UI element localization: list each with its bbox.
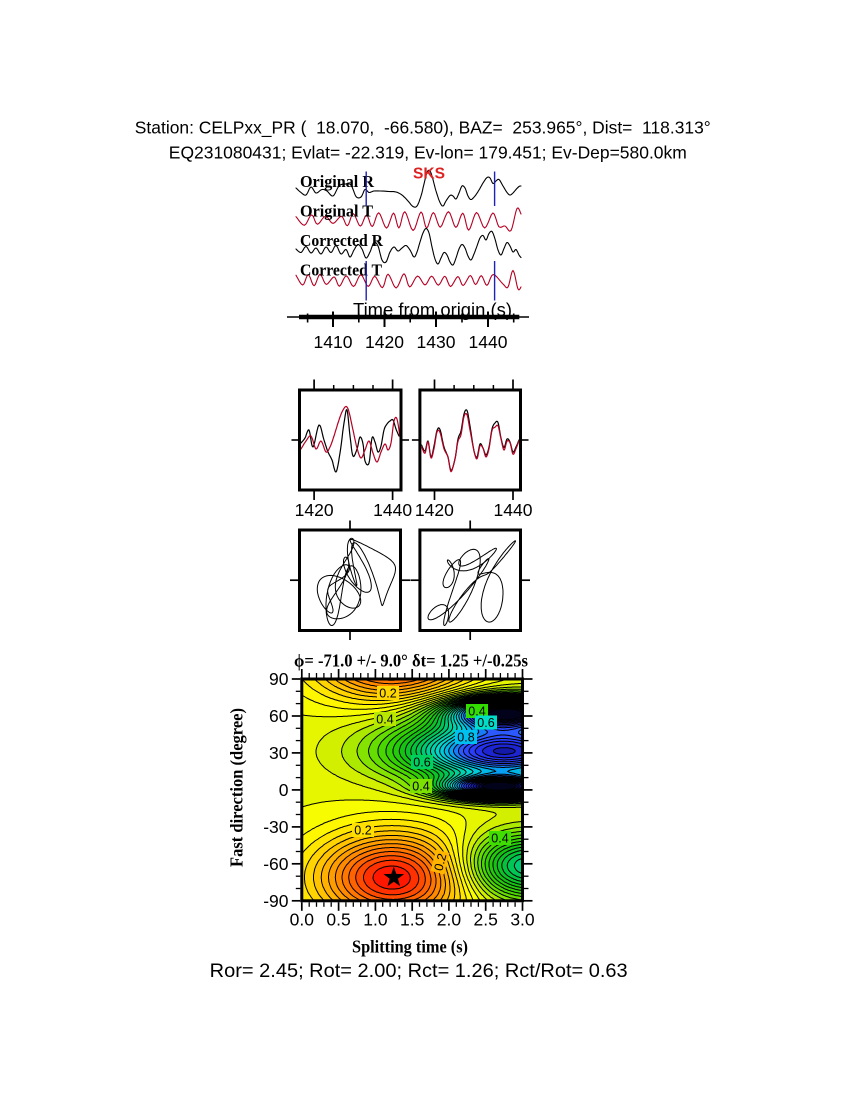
- svg-text:0.5: 0.5: [326, 910, 350, 930]
- svg-text:1420: 1420: [415, 500, 454, 520]
- svg-text:1440: 1440: [494, 500, 533, 520]
- svg-text:Fast direction (degree): Fast direction (degree): [227, 708, 247, 867]
- svg-text:EQ231080431; Evlat= -22.319, E: EQ231080431; Evlat= -22.319, Ev-lon= 179…: [169, 143, 687, 163]
- svg-text:0: 0: [279, 780, 289, 800]
- svg-text:SKS: SKS: [413, 166, 445, 183]
- svg-text:2.5: 2.5: [474, 910, 498, 930]
- svg-text:30: 30: [269, 743, 289, 763]
- svg-text:3.0: 3.0: [510, 910, 535, 930]
- svg-text:1420: 1420: [365, 332, 404, 352]
- svg-text:Original R: Original R: [300, 172, 375, 191]
- svg-text:Ror= 2.45; Rot= 2.00; Rct= 1.2: Ror= 2.45; Rot= 2.00; Rct= 1.26; Rct/Rot…: [210, 960, 628, 982]
- svg-text:1410: 1410: [314, 332, 353, 352]
- svg-text:0.6: 0.6: [477, 716, 494, 730]
- svg-text:0.6: 0.6: [413, 756, 430, 770]
- svg-text:-30: -30: [263, 817, 289, 837]
- svg-text:1430: 1430: [417, 332, 456, 352]
- svg-text:-90: -90: [263, 891, 289, 911]
- svg-text:Corrected T: Corrected T: [300, 261, 382, 280]
- svg-text:0.2: 0.2: [431, 852, 449, 872]
- svg-text:Corrected R: Corrected R: [300, 231, 384, 250]
- svg-text:Splitting time (s): Splitting time (s): [352, 937, 468, 957]
- svg-text:ϕ= -71.0 +/- 9.0° δt= 1.25 +/-: ϕ= -71.0 +/- 9.0° δt= 1.25 +/-0.25s: [294, 651, 528, 671]
- svg-text:0.2: 0.2: [379, 687, 396, 701]
- svg-text:0.8: 0.8: [457, 731, 474, 745]
- svg-text:0.4: 0.4: [376, 713, 393, 727]
- svg-text:Original T: Original T: [300, 202, 373, 221]
- svg-text:-60: -60: [263, 854, 289, 874]
- svg-text:60: 60: [269, 706, 289, 726]
- svg-text:Station: CELPxx_PR ( 18.070,: Station: CELPxx_PR ( 18.070, -66.580), B…: [135, 118, 711, 139]
- svg-text:1.5: 1.5: [400, 910, 424, 930]
- svg-text:1440: 1440: [373, 500, 412, 520]
- svg-text:0.4: 0.4: [491, 832, 508, 846]
- svg-text:2.0: 2.0: [437, 910, 462, 930]
- svg-text:0.4: 0.4: [468, 705, 485, 719]
- svg-text:0.4: 0.4: [412, 780, 429, 794]
- svg-text:1420: 1420: [295, 500, 334, 520]
- svg-text:1440: 1440: [469, 332, 508, 352]
- svg-text:1.0: 1.0: [363, 910, 388, 930]
- svg-text:0.2: 0.2: [354, 824, 371, 838]
- svg-text:0.0: 0.0: [290, 910, 315, 930]
- svg-text:Time from origin (s): Time from origin (s): [353, 300, 512, 320]
- svg-text:90: 90: [269, 669, 289, 689]
